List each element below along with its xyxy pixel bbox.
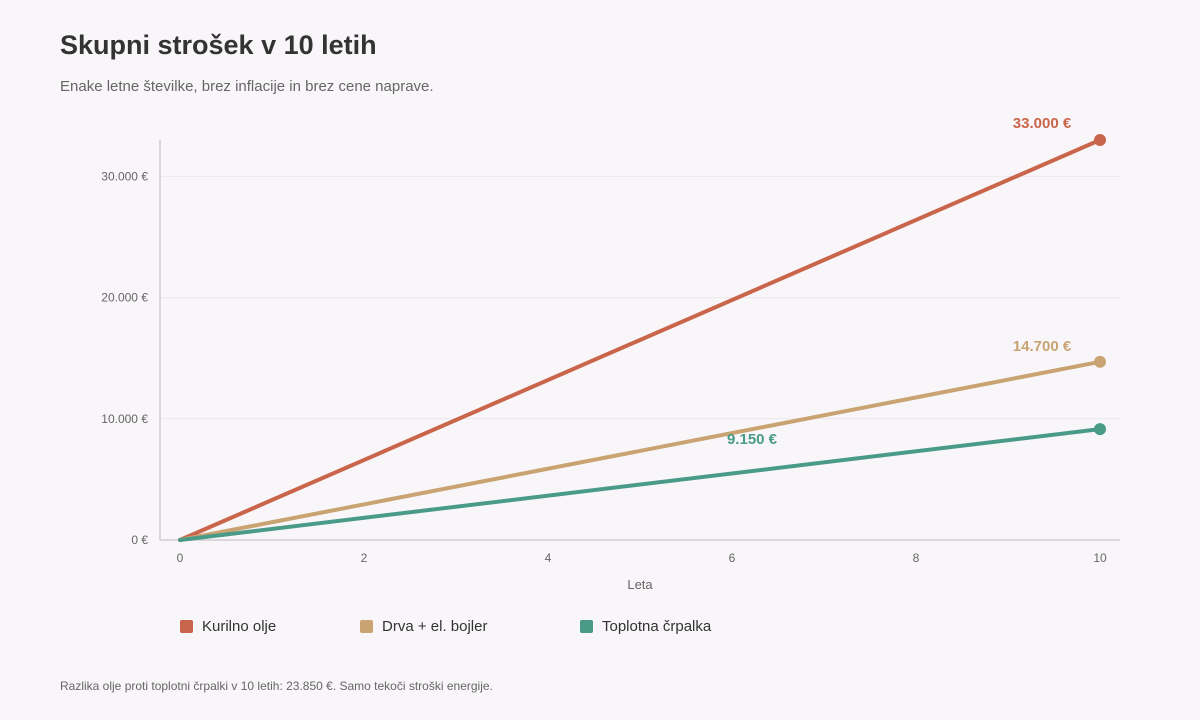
end-value-label: 33.000 € xyxy=(1013,115,1072,132)
series-line xyxy=(178,427,1102,542)
end-labels: 33.000 € 14.700 € 9.150 € xyxy=(727,115,1072,448)
legend: Kurilno olje Drva + el. bojler Toplotna … xyxy=(180,618,711,635)
x-tick-label: 8 xyxy=(913,551,920,565)
y-tick-label: 10.000 € xyxy=(101,412,148,426)
grid-lines xyxy=(160,175,1120,420)
y-tick-label: 20.000 € xyxy=(101,291,148,305)
series-line xyxy=(178,138,1102,542)
x-axis-title: Leta xyxy=(627,577,653,592)
x-tick-label: 6 xyxy=(729,551,736,565)
footnote: Razlika olje proti toplotni črpalki v 10… xyxy=(60,679,493,693)
legend-swatch xyxy=(580,620,593,633)
series-lines xyxy=(178,134,1106,542)
x-tick-label: 4 xyxy=(545,551,552,565)
legend-label: Drva + el. bojler xyxy=(382,618,488,635)
legend-label: Kurilno olje xyxy=(202,618,277,635)
y-tick-label: 30.000 € xyxy=(101,169,148,183)
chart-subtitle: Enake letne številke, brez inflacije in … xyxy=(60,78,434,95)
chart-title: Skupni strošek v 10 letih xyxy=(60,30,377,60)
legend-item-kurilno-olje: Kurilno olje xyxy=(180,618,360,635)
x-tick-label: 2 xyxy=(361,551,368,565)
legend-swatch xyxy=(180,620,193,633)
legend-item-drva-bojler: Drva + el. bojler xyxy=(360,618,580,635)
series-end-point xyxy=(1094,423,1106,436)
axes: 0 € 10.000 € 20.000 € 30.000 € 0 2 4 6 8 10 Leta xyxy=(101,140,1120,592)
series-end-point xyxy=(1094,134,1106,146)
legend-label: Toplotna črpalka xyxy=(602,618,712,635)
series-end-point xyxy=(1094,355,1106,368)
x-tick-label: 10 xyxy=(1093,551,1107,565)
y-tick-label: 0 € xyxy=(131,533,148,547)
end-value-label: 9.150 € xyxy=(727,431,778,448)
legend-item-toplotna-crpalka: Toplotna črpalka xyxy=(580,618,711,635)
legend-swatch xyxy=(360,620,373,633)
series-line xyxy=(178,359,1102,542)
end-value-label: 14.700 € xyxy=(1013,338,1072,355)
x-tick-label: 0 xyxy=(177,551,184,565)
